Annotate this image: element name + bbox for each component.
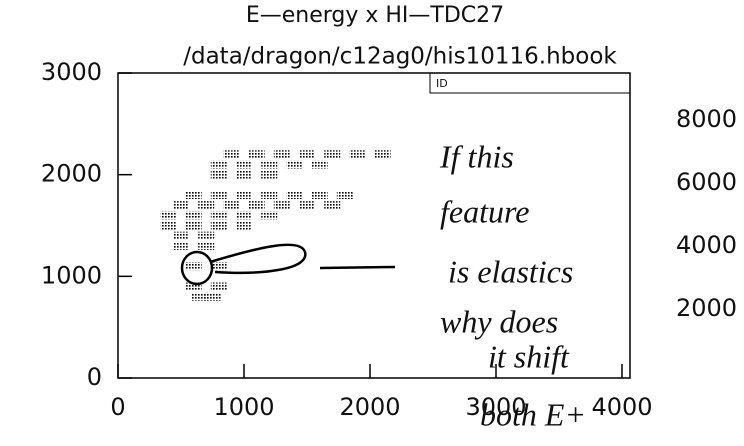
point [173,201,189,210]
point [261,191,278,199]
point [210,262,227,271]
point [160,211,177,220]
point [185,282,202,291]
handwritten-note: If this [439,138,514,174]
point [173,241,189,250]
chart-subtitle: /data/dragon/c12ag0/his10116.hbook [183,44,617,70]
point [191,292,208,301]
point [236,221,252,230]
point [261,170,278,179]
point [185,221,202,230]
point [248,150,265,159]
handwritten-note: why does [440,303,558,339]
point [374,150,391,159]
point [210,282,227,291]
point [198,231,215,240]
point [261,160,278,169]
point [185,262,202,271]
point [273,150,290,159]
plot-frame [117,72,631,379]
point [210,221,227,230]
point [160,221,177,230]
point [173,231,189,240]
point [236,191,252,199]
y-tick-label: 3000 [41,58,102,86]
stats-box [429,72,631,94]
point [185,191,202,199]
y2-tick-label: 8000 [676,105,737,133]
handwritten-note: it shift [488,338,570,374]
point [349,150,366,159]
x-tick-label: 4000 [591,393,652,421]
point [210,160,227,169]
y2-tick-label: 6000 [676,168,737,196]
point [223,150,240,159]
point [311,160,328,169]
point [236,170,252,179]
x-tick-label: 3000 [465,393,526,421]
point [286,160,303,169]
point [210,191,227,199]
y-tick-label: 1000 [41,261,102,289]
point [324,201,341,210]
point [198,241,215,250]
handwritten-note: is elastics [448,253,573,289]
x-tick-label: 0 [110,393,125,421]
y2-tick-label: 2000 [676,294,737,322]
y-tick-label: 0 [87,363,102,391]
stats-box-label: ID [436,77,448,90]
x-tick-label: 2000 [339,393,400,421]
point [185,211,202,220]
point [248,201,265,210]
chart-title: E—energy x HI—TDC27 [246,3,504,28]
point [286,191,303,199]
point [261,211,278,220]
point [198,201,215,210]
point [204,292,221,301]
y-tick-label: 2000 [41,160,102,188]
handwritten-note: both E+ [480,396,586,432]
point [324,150,341,159]
point [336,191,353,199]
x-tick-label: 1000 [213,393,274,421]
point [236,160,252,169]
point [223,201,240,210]
point [273,201,290,210]
point [236,211,252,220]
point [210,170,227,179]
y2-tick-label: 4000 [676,231,737,259]
point [311,191,328,199]
handwritten-note: feature [440,193,529,229]
point [210,211,227,220]
point [299,150,315,159]
point [299,201,315,210]
